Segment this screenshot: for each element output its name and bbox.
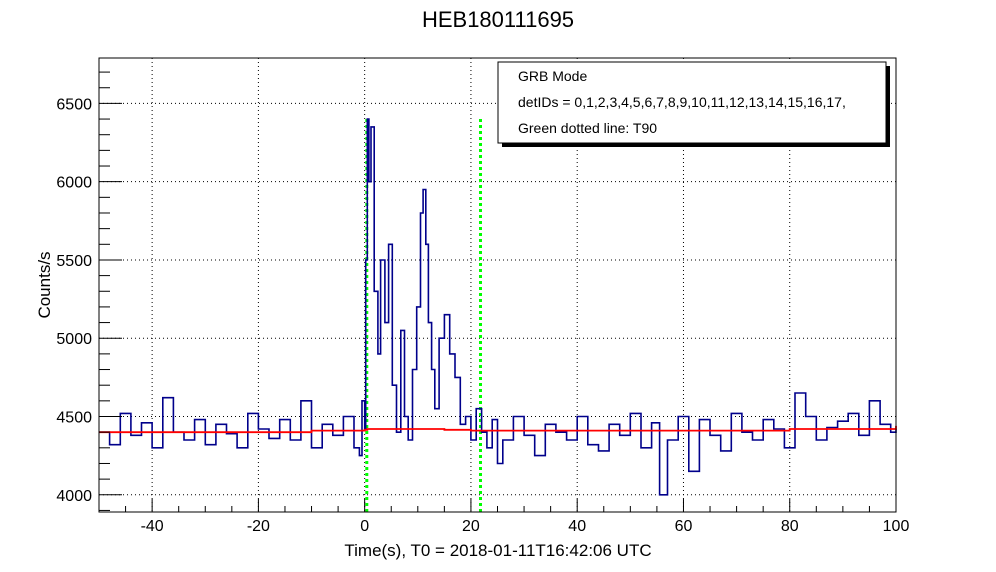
x-tick-label: 100	[883, 518, 910, 535]
y-tick-label: 4500	[56, 410, 92, 427]
x-tick-label: -20	[247, 518, 270, 535]
legend-background	[497, 61, 887, 144]
legend-entry-detids: detIDs = 0,1,2,3,4,5,6,7,8,9,10,11,12,13…	[518, 94, 846, 110]
x-tick-label: 60	[675, 518, 693, 535]
y-tick-label: 6500	[56, 96, 92, 113]
legend-entry-mode: GRB Mode	[518, 68, 587, 84]
background-fit-line	[99, 425, 897, 434]
y-tick-label: 6000	[56, 175, 92, 192]
axis-ticks: -40 -20 0 20 40 60 80 100 4000 4500 5000 5500 6000 65…	[56, 71, 910, 535]
chart-title: HEB180111695	[422, 7, 574, 32]
x-tick-label: 20	[462, 518, 480, 535]
y-tick-label: 5500	[56, 253, 92, 270]
x-tick-label: -40	[141, 518, 164, 535]
t90-markers	[365, 119, 482, 512]
legend-entry-t90: Green dotted line: T90	[518, 120, 657, 136]
x-tick-label: 80	[781, 518, 799, 535]
series-layer	[99, 118, 897, 496]
light-curve-series	[99, 118, 897, 496]
y-tick-label: 5000	[56, 331, 92, 348]
y-axis-title: Counts/s	[35, 251, 54, 318]
x-axis-title: Time(s), T0 = 2018-01-11T16:42:06 UTC	[344, 541, 651, 560]
y-tick-label: 4000	[56, 488, 92, 505]
legend-box: GRB Mode detIDs = 0,1,2,3,4,5,6,7,8,9,10…	[497, 61, 890, 147]
x-tick-label: 0	[360, 518, 369, 535]
x-tick-label: 40	[568, 518, 586, 535]
